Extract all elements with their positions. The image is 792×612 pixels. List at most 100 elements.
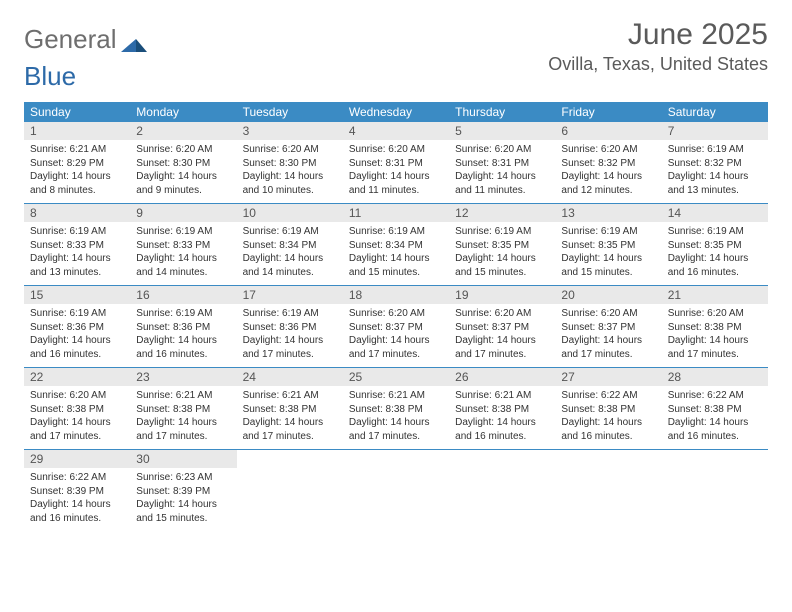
day-cell: 12Sunrise: 6:19 AMSunset: 8:35 PMDayligh… <box>449 204 555 285</box>
day-cell: 5Sunrise: 6:20 AMSunset: 8:31 PMDaylight… <box>449 122 555 203</box>
day-cell: 29 Sunrise: 6:22 AMSunset: 8:39 PMDayligh… <box>24 450 130 531</box>
sunrise-line: Sunrise: 6:20 AM <box>136 143 230 157</box>
sunrise-line: Sunrise: 6:21 AM <box>136 389 230 403</box>
dow-monday: Monday <box>130 102 236 122</box>
dow-row: Sunday Monday Tuesday Wednesday Thursday… <box>24 102 768 122</box>
daylight-line: Daylight: 14 hours and 15 minutes. <box>455 252 549 279</box>
calendar-page: General June 2025 Ovilla, Texas, United … <box>0 0 792 549</box>
day-number: 29 <box>24 450 130 468</box>
day-number: 1 <box>24 122 130 140</box>
day-details: Sunrise: 6:20 AMSunset: 8:37 PMDaylight:… <box>343 307 449 361</box>
daylight-line: Daylight: 14 hours and 16 minutes. <box>668 416 762 443</box>
day-number: 27 <box>555 368 661 386</box>
day-cell: 17Sunrise: 6:19 AMSunset: 8:36 PMDayligh… <box>237 286 343 367</box>
location: Ovilla, Texas, United States <box>548 54 768 75</box>
sunset-line: Sunset: 8:33 PM <box>30 239 124 253</box>
day-number: 23 <box>130 368 236 386</box>
day-details: Sunrise: 6:19 AMSunset: 8:36 PMDaylight:… <box>24 307 130 361</box>
sunset-line: Sunset: 8:34 PM <box>349 239 443 253</box>
day-number: 20 <box>555 286 661 304</box>
sunrise-line: Sunrise: 6:20 AM <box>349 307 443 321</box>
day-cell <box>555 450 661 531</box>
sunrise-line: Sunrise: 6:20 AM <box>455 143 549 157</box>
day-cell: 27Sunrise: 6:22 AMSunset: 8:38 PMDayligh… <box>555 368 661 449</box>
sunset-line: Sunset: 8:38 PM <box>455 403 549 417</box>
day-cell: 13 Sunrise: 6:19 AMSunset: 8:35 PMDayligh… <box>555 204 661 285</box>
daylight-line: Daylight: 14 hours and 17 minutes. <box>243 334 337 361</box>
day-cell <box>237 450 343 531</box>
sunrise-line: Sunrise: 6:19 AM <box>349 225 443 239</box>
day-details: Sunrise: 6:21 AMSunset: 8:38 PMDaylight:… <box>130 389 236 443</box>
sunrise-line: Sunrise: 6:19 AM <box>668 143 762 157</box>
day-details: Sunrise: 6:21 AMSunset: 8:38 PMDaylight:… <box>449 389 555 443</box>
day-details: Sunrise: 6:21 AMSunset: 8:38 PMDaylight:… <box>237 389 343 443</box>
day-cell: 30Sunrise: 6:23 AMSunset: 8:39 PMDayligh… <box>130 450 236 531</box>
day-number: 8 <box>24 204 130 222</box>
daylight-line: Daylight: 14 hours and 12 minutes. <box>561 170 655 197</box>
week-row: 15Sunrise: 6:19 AMSunset: 8:36 PMDayligh… <box>24 286 768 368</box>
daylight-line: Daylight: 14 hours and 17 minutes. <box>668 334 762 361</box>
day-cell <box>662 450 768 531</box>
day-number: 3 <box>237 122 343 140</box>
daylight-line: Daylight: 14 hours and 9 minutes. <box>136 170 230 197</box>
sunset-line: Sunset: 8:38 PM <box>668 403 762 417</box>
day-number: 14 <box>662 204 768 222</box>
day-details: Sunrise: 6:19 AMSunset: 8:35 PMDaylight:… <box>449 225 555 279</box>
day-cell: 24Sunrise: 6:21 AMSunset: 8:38 PMDayligh… <box>237 368 343 449</box>
dow-wednesday: Wednesday <box>343 102 449 122</box>
day-cell: 3 Sunrise: 6:20 AMSunset: 8:30 PMDaylight… <box>237 122 343 203</box>
day-details: Sunrise: 6:19 AMSunset: 8:33 PMDaylight:… <box>24 225 130 279</box>
day-cell: 10Sunrise: 6:19 AMSunset: 8:34 PMDayligh… <box>237 204 343 285</box>
day-number: 9 <box>130 204 236 222</box>
day-number: 11 <box>343 204 449 222</box>
dow-tuesday: Tuesday <box>237 102 343 122</box>
dow-saturday: Saturday <box>662 102 768 122</box>
day-number: 26 <box>449 368 555 386</box>
day-cell: 4Sunrise: 6:20 AMSunset: 8:31 PMDaylight… <box>343 122 449 203</box>
day-details: Sunrise: 6:20 AMSunset: 8:38 PMDaylight:… <box>662 307 768 361</box>
day-cell: 15Sunrise: 6:19 AMSunset: 8:36 PMDayligh… <box>24 286 130 367</box>
day-details: Sunrise: 6:19 AMSunset: 8:33 PMDaylight:… <box>130 225 236 279</box>
day-number: 18 <box>343 286 449 304</box>
daylight-line: Daylight: 14 hours and 11 minutes. <box>455 170 549 197</box>
day-details: Sunrise: 6:21 AMSunset: 8:38 PMDaylight:… <box>343 389 449 443</box>
day-cell: 7Sunrise: 6:19 AMSunset: 8:32 PMDaylight… <box>662 122 768 203</box>
day-details: Sunrise: 6:19 AMSunset: 8:35 PMDaylight:… <box>662 225 768 279</box>
dow-sunday: Sunday <box>24 102 130 122</box>
sunset-line: Sunset: 8:39 PM <box>30 485 124 499</box>
day-details: Sunrise: 6:22 AMSunset: 8:39 PMDaylight:… <box>24 471 130 525</box>
sunrise-line: Sunrise: 6:19 AM <box>243 307 337 321</box>
day-cell: 22Sunrise: 6:20 AMSunset: 8:38 PMDayligh… <box>24 368 130 449</box>
day-number: 4 <box>343 122 449 140</box>
sunrise-line: Sunrise: 6:19 AM <box>561 225 655 239</box>
day-cell: 11Sunrise: 6:19 AMSunset: 8:34 PMDayligh… <box>343 204 449 285</box>
daylight-line: Daylight: 14 hours and 10 minutes. <box>243 170 337 197</box>
day-cell: 2 Sunrise: 6:20 AMSunset: 8:30 PMDaylight… <box>130 122 236 203</box>
day-number: 10 <box>237 204 343 222</box>
daylight-line: Daylight: 14 hours and 17 minutes. <box>455 334 549 361</box>
day-details: Sunrise: 6:19 AMSunset: 8:35 PMDaylight:… <box>555 225 661 279</box>
sunrise-line: Sunrise: 6:23 AM <box>136 471 230 485</box>
sunrise-line: Sunrise: 6:19 AM <box>136 225 230 239</box>
day-number: 2 <box>130 122 236 140</box>
sunrise-line: Sunrise: 6:19 AM <box>136 307 230 321</box>
day-details: Sunrise: 6:22 AMSunset: 8:38 PMDaylight:… <box>662 389 768 443</box>
day-details: Sunrise: 6:20 AMSunset: 8:30 PMDaylight:… <box>130 143 236 197</box>
sunrise-line: Sunrise: 6:20 AM <box>668 307 762 321</box>
sunrise-line: Sunrise: 6:19 AM <box>30 307 124 321</box>
daylight-line: Daylight: 14 hours and 17 minutes. <box>136 416 230 443</box>
day-number: 25 <box>343 368 449 386</box>
sunrise-line: Sunrise: 6:19 AM <box>455 225 549 239</box>
day-details: Sunrise: 6:20 AMSunset: 8:32 PMDaylight:… <box>555 143 661 197</box>
day-details: Sunrise: 6:20 AMSunset: 8:30 PMDaylight:… <box>237 143 343 197</box>
day-number: 13 <box>555 204 661 222</box>
sunrise-line: Sunrise: 6:20 AM <box>455 307 549 321</box>
sunset-line: Sunset: 8:37 PM <box>561 321 655 335</box>
logo-mark-icon <box>121 31 147 49</box>
day-number: 16 <box>130 286 236 304</box>
week-row: 22Sunrise: 6:20 AMSunset: 8:38 PMDayligh… <box>24 368 768 450</box>
daylight-line: Daylight: 14 hours and 11 minutes. <box>349 170 443 197</box>
daylight-line: Daylight: 14 hours and 13 minutes. <box>30 252 124 279</box>
sunset-line: Sunset: 8:37 PM <box>455 321 549 335</box>
sunrise-line: Sunrise: 6:20 AM <box>30 389 124 403</box>
